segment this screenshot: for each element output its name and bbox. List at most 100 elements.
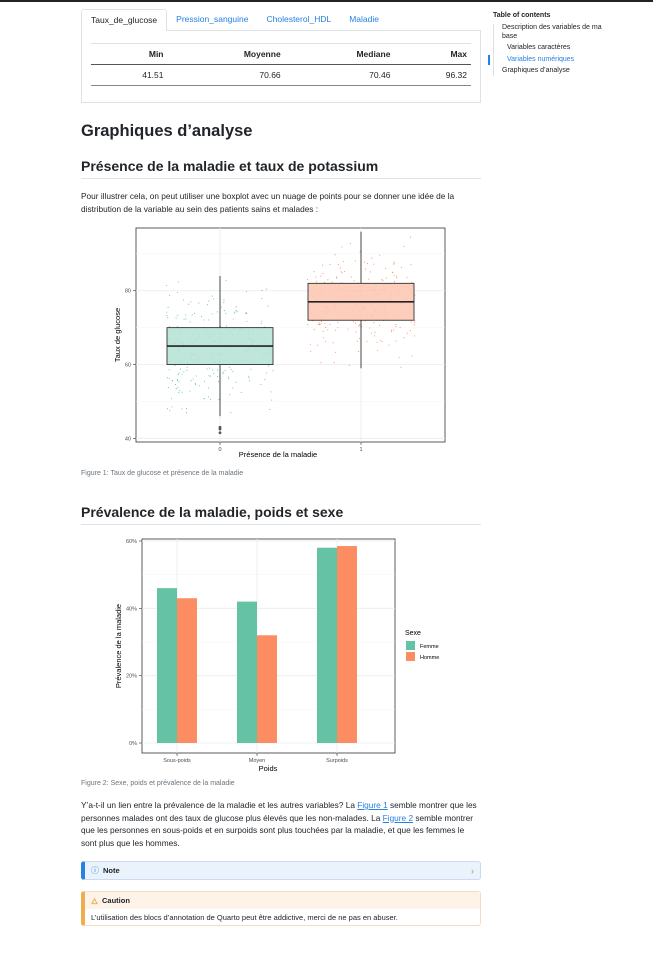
toc-item-description[interactable]: Description des variables de ma base xyxy=(502,24,602,40)
figure-barchart: 0% 20% 40% 60% Sous-poids Moyen Surpoids Poids… xyxy=(114,538,439,773)
data-point xyxy=(339,267,341,269)
figure-1-link[interactable]: Figure 1 xyxy=(357,800,388,810)
data-point xyxy=(400,267,402,269)
analysis-paragraph: Y’a-t-il un lien entre la prévalence de … xyxy=(81,799,481,849)
data-point xyxy=(246,320,248,322)
data-point xyxy=(171,398,173,400)
tab-taux-de-glucose[interactable]: Taux_de_glucose xyxy=(81,9,168,31)
data-point xyxy=(329,264,331,266)
toc-item-variables-caracteres[interactable]: Variables caractères xyxy=(507,44,571,51)
data-point xyxy=(206,368,208,370)
data-point xyxy=(325,341,327,343)
data-point xyxy=(194,382,196,385)
caution-callout: 🜂 Caution L’utilisation des blocs d’anno… xyxy=(81,891,481,926)
y-tick-label: 0% xyxy=(129,741,137,747)
data-point xyxy=(185,314,187,316)
data-point xyxy=(260,383,262,385)
data-point xyxy=(322,272,324,274)
legend: Sexe Femme Homme xyxy=(405,630,439,661)
data-point xyxy=(359,323,361,326)
toc-item-graphiques[interactable]: Graphiques d’analyse xyxy=(502,67,570,74)
data-point xyxy=(413,324,415,326)
data-point xyxy=(181,408,183,410)
tab-cholesterol-hdl[interactable]: Cholesterol_HDL xyxy=(266,14,332,24)
data-point xyxy=(395,324,397,326)
tab-maladie[interactable]: Maladie xyxy=(349,14,379,24)
data-point xyxy=(365,268,367,270)
chevron-right-icon[interactable]: › xyxy=(471,865,474,876)
x-axis-label: Poids xyxy=(259,764,278,773)
caution-title: Caution xyxy=(102,896,130,905)
data-point xyxy=(399,327,401,329)
data-point xyxy=(216,375,219,377)
data-point xyxy=(271,399,273,401)
data-point xyxy=(207,396,210,398)
toc-item-variables-numeriques[interactable]: Variables numériques xyxy=(488,54,603,64)
data-point xyxy=(190,301,192,303)
data-point xyxy=(341,272,343,274)
data-point xyxy=(391,271,393,273)
data-point xyxy=(217,369,219,371)
data-point xyxy=(347,328,349,330)
data-point xyxy=(194,383,197,385)
stats-table: Min Moyenne Mediane Max 41.51 70.66 70.4… xyxy=(91,43,471,86)
data-point xyxy=(358,325,360,327)
tabset: Taux_de_glucose Pression_sanguine Choles… xyxy=(81,9,481,103)
data-point xyxy=(169,294,171,296)
top-border xyxy=(0,0,653,2)
caution-callout-header: 🜂 Caution xyxy=(85,892,480,909)
data-point xyxy=(166,315,168,317)
data-point xyxy=(176,291,178,293)
x-tick-label: 0 xyxy=(218,447,221,453)
data-point xyxy=(391,331,393,333)
data-point xyxy=(186,412,188,414)
data-point xyxy=(307,324,309,326)
cell-moyenne: 70.66 xyxy=(167,64,285,86)
data-point xyxy=(175,317,177,319)
data-point xyxy=(208,375,210,377)
paragraph-text: semble montrer que les personnes en sous… xyxy=(81,812,474,848)
data-point xyxy=(235,381,237,383)
x-tick-label: Sous-poids xyxy=(163,758,191,764)
data-point xyxy=(177,387,179,389)
data-point xyxy=(306,279,309,281)
data-point xyxy=(171,380,173,382)
note-callout-header[interactable]: ⓘ Note › xyxy=(85,862,480,879)
data-point xyxy=(322,330,324,332)
data-point xyxy=(189,390,191,392)
y-tick-label: 60 xyxy=(125,363,131,369)
intro-paragraph: Pour illustrer cela, on peut utiliser un… xyxy=(81,191,455,214)
data-point xyxy=(230,412,232,414)
y-tick-label: 40 xyxy=(125,436,131,442)
header-max: Max xyxy=(394,43,471,65)
x-tick-label: Moyen xyxy=(249,758,266,764)
tab-pression-sanguine[interactable]: Pression_sanguine xyxy=(176,14,249,24)
data-point xyxy=(233,312,235,314)
data-point xyxy=(178,381,180,383)
data-point xyxy=(228,378,230,380)
data-point xyxy=(198,385,200,387)
data-point xyxy=(382,280,384,282)
data-point xyxy=(268,365,270,367)
note-callout[interactable]: ⓘ Note › xyxy=(81,861,481,880)
tab-panel: Min Moyenne Mediane Max 41.51 70.66 70.4… xyxy=(81,31,481,103)
legend-title: Sexe xyxy=(405,630,421,637)
data-point xyxy=(369,327,371,329)
figure-2-link[interactable]: Figure 2 xyxy=(382,812,414,823)
data-point xyxy=(230,368,232,370)
data-point xyxy=(393,281,396,283)
data-point xyxy=(203,397,205,400)
cell-max: 96.32 xyxy=(394,64,471,86)
y-tick-label: 80 xyxy=(125,289,131,295)
table-header-row: Min Moyenne Mediane Max xyxy=(91,43,471,65)
data-point xyxy=(192,378,194,380)
legend-swatch-homme xyxy=(406,652,415,661)
data-point xyxy=(213,373,215,375)
y-tick-label: 40% xyxy=(126,606,137,612)
data-point xyxy=(232,370,234,373)
bar-femme xyxy=(157,588,177,743)
data-point xyxy=(264,379,266,381)
data-point xyxy=(189,321,191,323)
data-point xyxy=(373,263,375,265)
data-point xyxy=(352,320,355,322)
